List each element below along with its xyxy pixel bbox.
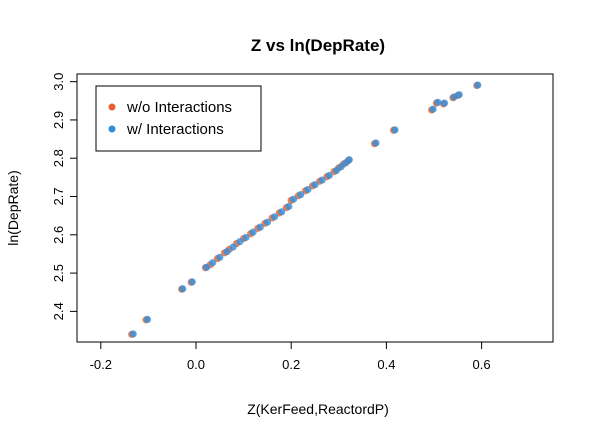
data-point [202, 263, 211, 271]
x-tick-label: 0.0 [187, 357, 205, 372]
series-with-interactions [129, 81, 482, 338]
x-axis: -0.2 0.0 0.2 0.4 0.6 [90, 341, 491, 372]
data-point [256, 223, 264, 231]
data-point [143, 315, 152, 324]
y-tick-label: 2.6 [51, 226, 66, 244]
data-point [242, 233, 250, 242]
y-tick-label: 3.0 [51, 73, 66, 91]
legend-marker-without-interactions [108, 103, 116, 111]
data-point [249, 228, 257, 236]
data-point [429, 105, 437, 113]
data-point [270, 213, 279, 221]
y-tick-label: 2.4 [51, 302, 66, 320]
data-point [289, 195, 298, 203]
data-point [304, 186, 312, 194]
y-tick-label: 2.8 [51, 149, 66, 167]
y-axis: 2.4 2.5 2.6 2.7 2.8 2.9 3.0 [51, 73, 78, 320]
data-point [236, 238, 244, 246]
y-tick-label: 2.5 [51, 264, 66, 282]
y-tick-label: 2.7 [51, 187, 66, 205]
data-point [263, 218, 271, 226]
data-point [179, 285, 187, 293]
data-point [297, 191, 305, 199]
data-point [440, 99, 449, 107]
legend: w/o Interactions w/ Interactions [95, 85, 262, 152]
y-tick-label: 2.9 [51, 111, 66, 129]
data-point [278, 208, 286, 216]
data-point [188, 278, 196, 286]
data-point [345, 156, 353, 164]
legend-label-with-interactions: w/ Interactions [126, 121, 224, 138]
data-point [434, 98, 442, 106]
data-point [311, 181, 319, 189]
data-point [372, 139, 380, 147]
data-point [209, 259, 217, 267]
x-axis-label: Z(KerFeed,ReactordP) [247, 401, 389, 417]
legend-label-without-interactions: w/o Interactions [126, 99, 232, 116]
data-point [455, 91, 463, 99]
data-points [128, 81, 482, 338]
data-point [318, 176, 326, 184]
data-point [129, 330, 137, 338]
y-axis-label: ln(DepRate) [5, 170, 21, 245]
x-tick-label: -0.2 [90, 357, 112, 372]
data-point [216, 253, 224, 261]
data-point [223, 248, 231, 256]
data-point [325, 171, 333, 180]
data-point [474, 81, 482, 89]
x-tick-label: 0.6 [473, 357, 491, 372]
data-point [229, 243, 237, 251]
data-point [285, 202, 293, 211]
x-tick-label: 0.4 [377, 357, 395, 372]
chart-title: Z vs ln(DepRate) [251, 36, 385, 55]
x-tick-label: 0.2 [282, 357, 300, 372]
data-point [391, 126, 399, 134]
legend-marker-with-interactions [108, 125, 116, 133]
legend-box [95, 85, 262, 152]
